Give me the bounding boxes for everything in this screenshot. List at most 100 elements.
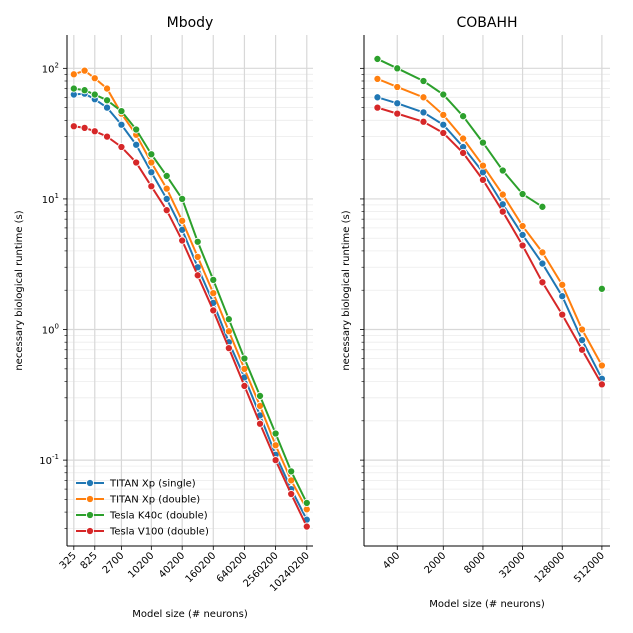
data-point	[498, 166, 507, 175]
legend-marker	[85, 494, 95, 504]
x-tick-label: 512000	[572, 550, 607, 585]
data-point	[393, 99, 402, 108]
x-tick-label: 325	[58, 550, 79, 571]
data-point	[478, 175, 487, 184]
y-axis-label: necessary biological runtime (s)	[341, 210, 352, 370]
legend-entry: Tesla V100 (double)	[109, 527, 209, 538]
data-point	[224, 315, 233, 324]
data-point	[498, 190, 507, 199]
data-point	[518, 221, 527, 231]
series-line	[73, 87, 308, 504]
data-point	[178, 236, 187, 245]
data-point	[103, 103, 112, 112]
data-point	[132, 158, 141, 167]
series-line	[377, 96, 603, 380]
y-tick-label: 102	[42, 61, 59, 75]
data-point	[498, 207, 507, 216]
x-tick-label: 825	[79, 550, 100, 571]
data-point	[373, 74, 382, 83]
data-point	[302, 522, 311, 531]
data-point	[419, 108, 428, 117]
data-point	[117, 142, 126, 152]
data-point	[538, 202, 547, 211]
data-point	[162, 206, 171, 215]
data-point	[103, 84, 112, 93]
data-point	[209, 306, 218, 315]
data-point	[287, 489, 296, 499]
data-point	[439, 90, 448, 99]
data-point	[193, 237, 202, 246]
data-point	[518, 189, 527, 199]
legend-entry: Tesla K40c (double)	[109, 511, 208, 522]
data-point	[162, 171, 171, 180]
y-axis-label: necessary biological runtime (s)	[14, 210, 25, 370]
x-tick-label: 160200	[184, 550, 219, 585]
data-point	[69, 70, 78, 79]
data-point	[178, 194, 187, 203]
data-point	[209, 275, 218, 284]
y-tick-label: 100	[42, 323, 59, 337]
data-point	[439, 120, 448, 129]
data-point	[69, 122, 78, 131]
data-point	[224, 344, 233, 353]
data-point	[147, 150, 156, 159]
data-point	[255, 419, 265, 428]
data-point	[224, 327, 233, 336]
x-tick-label: 2000	[423, 550, 449, 576]
data-point	[373, 93, 382, 102]
data-point	[393, 64, 402, 73]
data-point	[162, 184, 171, 193]
legend-marker	[85, 478, 95, 488]
series-4	[373, 103, 606, 389]
data-point	[393, 109, 402, 118]
data-point	[69, 84, 78, 93]
data-point	[373, 103, 382, 112]
chart-title: Mbody	[167, 15, 214, 31]
data-point	[518, 230, 527, 239]
data-point	[147, 158, 156, 167]
legend: TITAN Xp (single) TITAN Xp (double) Tesla …	[76, 479, 209, 538]
data-point	[240, 381, 249, 390]
data-point	[478, 161, 487, 170]
data-point	[90, 90, 99, 99]
data-point	[538, 259, 547, 268]
x-tick-label: 40200	[157, 550, 187, 580]
x-axis-label: Model size (# neurons)	[132, 609, 248, 620]
data-point	[597, 380, 606, 389]
data-point	[132, 125, 141, 134]
series-4	[69, 122, 311, 531]
data-point	[558, 310, 567, 319]
y-tick-label: 101	[42, 192, 59, 206]
x-axis-label: Model size (# neurons)	[429, 599, 545, 610]
x-tick-label: 10200	[126, 550, 156, 580]
data-point	[373, 54, 382, 63]
data-point	[103, 96, 112, 105]
legend-marker	[85, 526, 95, 536]
data-point	[538, 278, 547, 287]
data-point	[459, 112, 468, 121]
data-point	[103, 132, 112, 141]
data-point	[193, 252, 202, 261]
data-point	[558, 280, 567, 289]
data-point	[578, 325, 587, 334]
x-tick-label: 32000	[497, 550, 527, 580]
data-point	[162, 194, 171, 203]
data-point	[287, 467, 296, 476]
series-2	[69, 66, 311, 514]
y-tick-label: 10-1	[39, 453, 59, 467]
data-point	[419, 76, 428, 86]
data-point	[518, 241, 527, 250]
data-point	[117, 120, 126, 129]
series-1	[373, 93, 606, 383]
data-point	[271, 441, 280, 450]
data-point	[271, 429, 280, 438]
data-point	[558, 292, 567, 301]
data-point	[255, 391, 265, 401]
data-point	[90, 74, 99, 83]
data-point	[80, 66, 89, 75]
data-point	[271, 456, 280, 465]
data-point	[80, 123, 89, 132]
data-point	[419, 93, 428, 102]
data-point	[578, 345, 587, 354]
